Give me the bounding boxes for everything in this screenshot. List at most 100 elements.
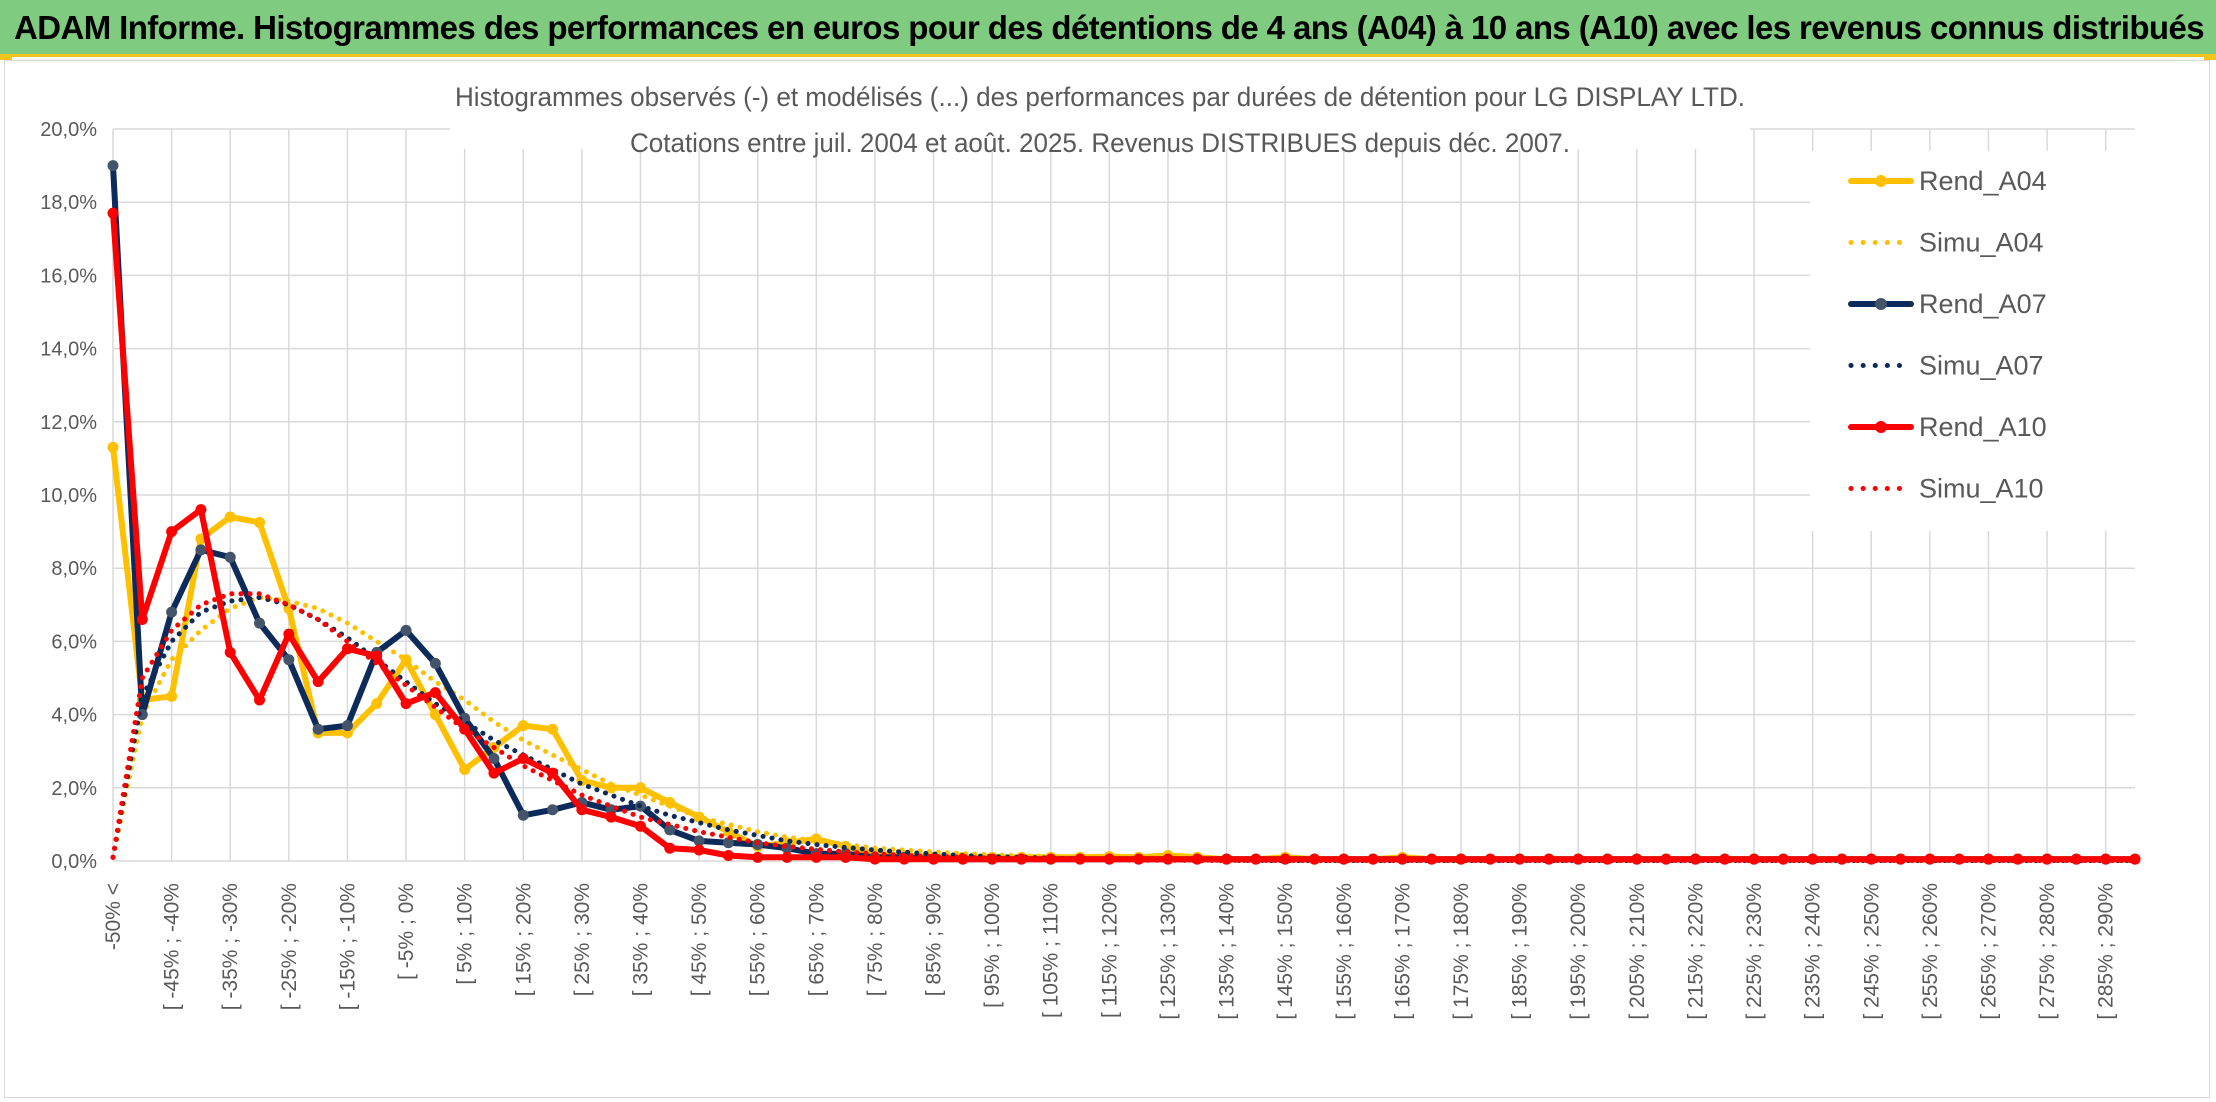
series-line-rend_a10 (110, 210, 2138, 863)
x-tick-label: [ 65% ; 70% (805, 883, 828, 996)
data-point-rend_a10 (224, 646, 236, 658)
data-point-rend_a10 (371, 650, 383, 662)
x-tick-label: [ -25% ; -20% (278, 883, 301, 1010)
data-point-rend_a10 (810, 851, 822, 863)
data-point-rend_a07 (488, 753, 500, 765)
x-tick-label: [ -35% ; -30% (219, 883, 242, 1010)
title-background (450, 67, 1750, 149)
y-tick-label: 2,0% (51, 778, 97, 800)
data-point-rend_a10 (517, 753, 529, 765)
series-line-simu_a04 (110, 595, 2138, 864)
x-tick-label: [ 185% ; 190% (1509, 883, 1532, 1020)
y-tick-label: 20,0% (40, 119, 97, 141)
data-point-rend_a10 (195, 504, 207, 516)
x-tick-label: [ 255% ; 260% (1919, 883, 1942, 1020)
data-point-rend_a10 (547, 767, 559, 779)
axis-ticks: 0,0% 2,0% 4,0% 6,0% 8,0% 10,0% 12,0% 14,0% 16,0%… (40, 119, 2117, 1020)
y-tick-label: 4,0% (51, 705, 97, 727)
x-tick-label: [ 215% ; 220% (1684, 883, 1707, 1020)
data-point-rend_a07 (312, 723, 324, 735)
x-tick-label: [ 115% ; 120% (1098, 883, 1121, 1018)
x-tick-label: [ 235% ; 240% (1802, 883, 1825, 1020)
data-point-rend_a04 (371, 698, 383, 710)
data-point-rend_a10 (341, 643, 353, 655)
x-tick-label: [ 225% ; 230% (1743, 883, 1766, 1020)
x-tick-label: [ 25% ; 30% (571, 883, 594, 996)
x-tick-label: -50% < (102, 883, 125, 950)
data-point-rend_a10 (254, 694, 266, 706)
data-point-rend_a10 (693, 844, 705, 856)
data-point-rend_a07 (341, 720, 353, 732)
data-point-rend_a10 (1045, 853, 1057, 865)
data-point-rend_a10 (634, 820, 646, 832)
data-point-rend_a10 (166, 526, 178, 538)
data-point-rend_a04 (605, 782, 617, 794)
data-point-rend_a04 (547, 723, 559, 735)
x-tick-label: [ 175% ; 180% (1450, 883, 1473, 1020)
x-tick-label: [ 275% ; 280% (2036, 883, 2059, 1020)
report-banner: ADAM Informe. Histogrammes des performan… (0, 0, 2216, 57)
x-tick-label: [ 285% ; 290% (2095, 883, 2118, 1020)
legend-label-rend_a10: Rend_A10 (1919, 412, 2047, 442)
x-tick-label: [ 45% ; 50% (688, 883, 711, 996)
data-point-rend_a04 (517, 720, 529, 732)
data-point-rend_a07 (693, 835, 705, 847)
x-tick-label: [ 125% ; 130% (1157, 883, 1180, 1020)
x-tick-label: [ 165% ; 170% (1391, 883, 1414, 1020)
series-line-simu_a10 (110, 591, 2138, 864)
x-tick-label: [ 265% ; 270% (1977, 883, 2000, 1020)
y-tick-label: 0,0% (51, 851, 97, 873)
data-point-rend_a04 (107, 441, 119, 453)
legend-marker-rend_a10 (1875, 421, 1887, 433)
x-tick-label: [ 95% ; 100% (981, 883, 1004, 1008)
x-tick-label: [ 55% ; 60% (747, 883, 770, 996)
legend: Rend_A04 Simu_A04 Rend_A07 Simu_A07 Rend_A10… (1810, 151, 2140, 531)
series-line-simu_a07 (110, 595, 2138, 864)
x-tick-label: [ 205% ; 210% (1626, 883, 1649, 1020)
chart-subtitle: Cotations entre juil. 2004 et août. 2025… (630, 128, 1570, 158)
data-point-rend_a07 (517, 809, 529, 821)
x-tick-label: [ 105% ; 110% (1040, 883, 1063, 1018)
data-point-rend_a04 (224, 511, 236, 523)
data-point-rend_a10 (136, 613, 148, 625)
data-point-rend_a10 (400, 698, 412, 710)
x-tick-label: [ -45% ; -40% (161, 883, 184, 1010)
data-point-rend_a04 (429, 709, 441, 721)
data-point-rend_a10 (869, 853, 881, 865)
legend-label-simu_a07: Simu_A07 (1919, 351, 2044, 381)
data-point-rend_a10 (781, 851, 793, 863)
x-tick-label: [ 35% ; 40% (629, 883, 652, 996)
data-point-rend_a04 (166, 690, 178, 702)
y-tick-label: 6,0% (51, 631, 97, 653)
x-tick-label: [ -5% ; 0% (395, 883, 418, 980)
y-tick-label: 12,0% (40, 412, 97, 434)
data-point-rend_a07 (429, 657, 441, 669)
data-point-rend_a04 (634, 782, 646, 794)
data-point-rend_a07 (107, 160, 119, 172)
data-point-rend_a07 (224, 551, 236, 563)
data-point-rend_a10 (488, 767, 500, 779)
x-tick-label: [ 155% ; 160% (1333, 883, 1356, 1020)
y-tick-label: 8,0% (51, 558, 97, 580)
x-tick-label: [ 245% ; 250% (1860, 883, 1883, 1020)
x-tick-label: [ 195% ; 200% (1567, 883, 1590, 1020)
data-point-rend_a04 (254, 516, 266, 528)
corner-mark-left (0, 57, 12, 60)
legend-marker-rend_a07 (1875, 298, 1887, 310)
legend-label-simu_a10: Simu_A10 (1919, 474, 2044, 504)
legend-label-rend_a07: Rend_A07 (1919, 289, 2047, 319)
data-point-rend_a04 (459, 764, 471, 775)
series-lines (107, 160, 2141, 865)
x-tick-label: [ 85% ; 90% (923, 883, 946, 996)
y-tick-label: 18,0% (40, 192, 97, 214)
data-point-rend_a07 (166, 606, 178, 618)
report-title: ADAM Informe. Histogrammes des performan… (14, 9, 2205, 46)
legend-background (1810, 151, 2140, 531)
data-point-rend_a10 (664, 842, 676, 854)
y-tick-label: 16,0% (40, 265, 97, 287)
data-point-rend_a10 (576, 804, 588, 816)
data-point-rend_a07 (664, 824, 676, 836)
y-tick-label: 10,0% (40, 485, 97, 507)
data-point-rend_a07 (254, 617, 266, 629)
chart-title: Histogrammes observés (-) et modélisés (… (455, 82, 1745, 112)
